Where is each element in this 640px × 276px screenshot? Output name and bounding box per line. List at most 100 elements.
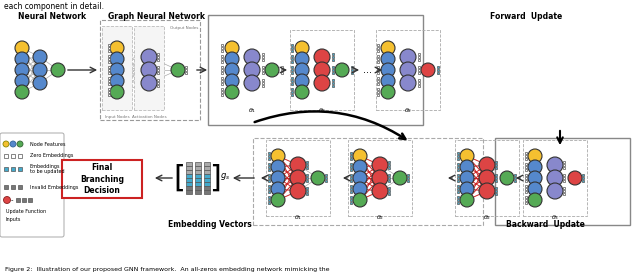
Bar	[221, 80, 223, 82]
Bar	[457, 177, 460, 179]
Circle shape	[225, 85, 239, 99]
Bar	[349, 199, 352, 201]
Bar	[349, 155, 352, 157]
Circle shape	[353, 182, 367, 196]
Bar	[268, 188, 270, 190]
Bar	[388, 190, 390, 192]
Bar	[525, 158, 527, 160]
Bar	[221, 50, 223, 52]
Circle shape	[295, 41, 309, 55]
Circle shape	[381, 74, 395, 88]
Bar	[377, 55, 380, 57]
Bar	[377, 91, 380, 93]
Bar	[418, 82, 420, 84]
Bar	[262, 56, 264, 58]
Bar	[4, 185, 8, 189]
Bar	[306, 193, 308, 195]
Text: Embedding Vectors: Embedding Vectors	[168, 220, 252, 229]
Bar	[157, 72, 159, 75]
Bar	[495, 187, 497, 189]
Circle shape	[3, 197, 10, 203]
Bar	[195, 178, 201, 182]
Bar	[349, 191, 352, 193]
Circle shape	[500, 171, 514, 185]
Text: $\theta_2$: $\theta_2$	[376, 213, 384, 222]
Bar	[11, 167, 15, 171]
Bar	[436, 72, 439, 75]
Bar	[495, 190, 497, 192]
Text: $\theta_1$: $\theta_1$	[248, 106, 256, 115]
Bar	[108, 50, 110, 52]
Circle shape	[295, 52, 309, 66]
Bar	[349, 188, 352, 190]
Bar	[204, 170, 210, 174]
Bar	[204, 178, 210, 182]
Bar	[108, 61, 110, 63]
Bar	[186, 178, 192, 182]
Bar	[108, 72, 110, 75]
Circle shape	[547, 170, 563, 186]
Bar	[332, 59, 334, 62]
Circle shape	[353, 193, 367, 207]
Text: [: [	[173, 163, 185, 192]
Bar	[268, 199, 270, 201]
Bar	[306, 164, 308, 166]
Bar	[108, 69, 110, 71]
Bar	[186, 182, 192, 186]
Circle shape	[225, 41, 239, 55]
Text: $\theta_2$: $\theta_2$	[318, 106, 326, 115]
Bar	[281, 72, 284, 75]
Bar	[221, 76, 223, 79]
Bar	[388, 167, 390, 169]
Bar	[563, 167, 565, 169]
Bar	[418, 52, 420, 55]
Circle shape	[381, 52, 395, 66]
Bar	[525, 177, 527, 179]
Bar	[185, 72, 188, 75]
Bar	[195, 162, 201, 166]
Bar	[186, 162, 192, 166]
Bar	[221, 69, 223, 71]
Bar	[495, 164, 497, 166]
Bar	[262, 85, 264, 87]
Bar	[157, 79, 159, 81]
Bar	[377, 61, 380, 63]
Bar	[291, 80, 293, 82]
Bar	[306, 161, 308, 163]
Circle shape	[271, 182, 285, 196]
Circle shape	[400, 49, 416, 65]
Circle shape	[141, 49, 157, 65]
Bar	[349, 163, 352, 165]
Bar	[204, 190, 210, 194]
Bar	[525, 163, 527, 165]
Bar	[525, 155, 527, 157]
Bar	[100, 20, 200, 120]
Bar	[186, 166, 192, 170]
Circle shape	[400, 62, 416, 78]
Bar	[268, 174, 270, 176]
Bar	[457, 185, 460, 187]
Circle shape	[460, 171, 474, 185]
Bar	[204, 186, 210, 190]
Bar	[377, 94, 380, 96]
Text: Embeddings
to be updated: Embeddings to be updated	[30, 164, 65, 174]
Bar	[351, 69, 353, 71]
Bar	[563, 180, 565, 182]
Bar	[195, 166, 201, 170]
Bar	[332, 66, 334, 68]
Bar	[525, 166, 527, 168]
Bar	[195, 190, 201, 194]
Bar	[221, 47, 223, 49]
Bar	[332, 69, 334, 71]
Bar	[291, 55, 293, 57]
Circle shape	[244, 49, 260, 65]
Bar	[204, 174, 210, 178]
Text: Node Features: Node Features	[30, 142, 65, 147]
Circle shape	[460, 160, 474, 174]
Bar	[495, 161, 497, 163]
Circle shape	[17, 141, 23, 147]
Circle shape	[381, 41, 395, 55]
Bar	[525, 199, 527, 201]
Circle shape	[335, 63, 349, 77]
Bar	[514, 174, 516, 176]
